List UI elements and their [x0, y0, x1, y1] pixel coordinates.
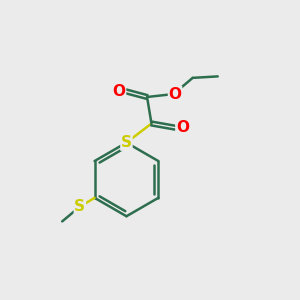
Text: O: O — [169, 87, 182, 102]
Text: S: S — [121, 135, 132, 150]
Text: O: O — [176, 120, 189, 135]
Text: O: O — [112, 84, 126, 99]
Text: S: S — [74, 199, 85, 214]
